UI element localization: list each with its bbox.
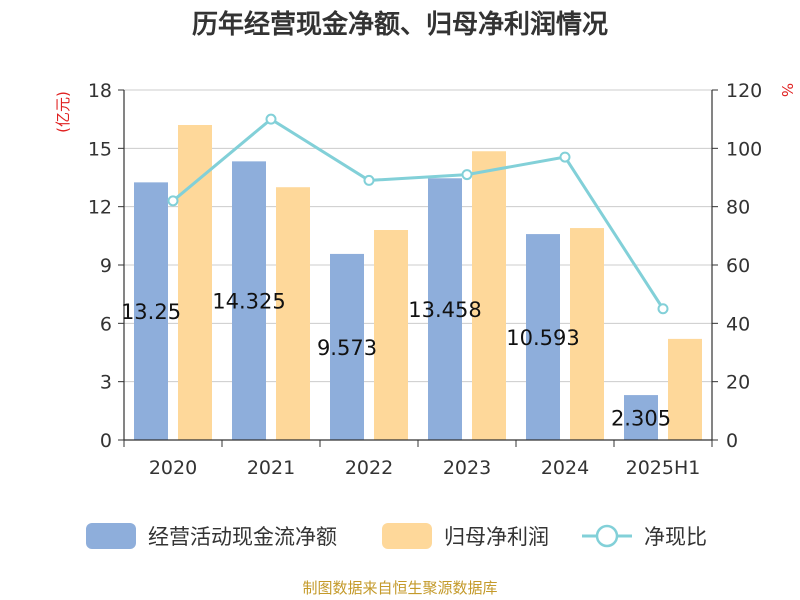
right-tick-label: 60 — [726, 255, 750, 277]
bar-data-label: 13.458 — [408, 298, 481, 322]
bar-net-profit — [472, 151, 506, 440]
bar-cash-flow — [428, 178, 462, 440]
right-tick-label: 40 — [726, 313, 750, 335]
legend: 经营活动现金流净额 归母净利润 净现比 — [86, 523, 707, 549]
x-tick-label: 2024 — [541, 457, 589, 479]
bar-net-profit — [570, 228, 604, 440]
data-labels: 13.25 14.325 9.573 13.458 10.593 2.305 — [121, 290, 671, 431]
right-tick-label: 80 — [726, 197, 750, 219]
legend-swatch — [382, 523, 432, 549]
bar-net-profit — [178, 125, 212, 440]
left-tick-label: 3 — [100, 372, 112, 394]
legend-marker — [595, 524, 619, 548]
legend-label: 净现比 — [644, 525, 707, 549]
bar-cash-flow — [526, 234, 560, 440]
left-tick-label: 12 — [88, 197, 112, 219]
axes: 0 3 6 9 12 15 18 0 20 40 60 80 100 120 (亿元)% 2020 2021 20… — [54, 80, 796, 479]
left-tick-label: 0 — [100, 430, 112, 452]
chart-title: 历年经营现金净额、归母净利润情况 — [191, 10, 608, 40]
grid-lines — [124, 89, 712, 383]
x-tick-label: 2025H1 — [626, 457, 701, 479]
left-tick-label: 15 — [88, 138, 112, 160]
bar-net-profit — [668, 338, 702, 440]
bar-net-profit — [276, 187, 310, 440]
bar-data-label: 10.593 — [506, 326, 579, 350]
source-note: 制图数据来自恒生聚源数据库 — [302, 579, 498, 597]
ratio-line-path — [172, 117, 665, 310]
bar-net-profit — [374, 230, 408, 440]
ratio-line — [167, 113, 669, 315]
right-axis-unit: % — [778, 83, 796, 97]
bar-cash-flow — [232, 161, 266, 440]
x-tick-label: 2023 — [443, 457, 491, 479]
bar-data-label: 9.573 — [317, 336, 377, 360]
ratio-point — [559, 151, 571, 163]
left-tick-label: 18 — [88, 80, 112, 102]
right-tick-label: 100 — [726, 138, 762, 160]
ratio-point — [363, 174, 375, 186]
bar-data-label: 14.325 — [212, 290, 285, 314]
x-tick-label: 2022 — [345, 457, 393, 479]
ratio-point — [461, 169, 473, 181]
x-tick-label: 2020 — [149, 457, 197, 479]
bars — [134, 125, 702, 440]
bar-cash-flow — [624, 395, 658, 440]
legend-label: 经营活动现金流净额 — [148, 525, 337, 549]
right-tick-label: 120 — [726, 80, 762, 102]
ratio-point — [657, 303, 669, 315]
bar-cash-flow — [330, 253, 364, 440]
ratio-point — [167, 195, 179, 207]
left-axis-unit: (亿元) — [54, 91, 72, 133]
legend-swatch — [86, 523, 136, 549]
right-tick-label: 20 — [726, 372, 750, 394]
bar-data-label: 2.305 — [611, 407, 671, 431]
bar-cash-flow — [134, 182, 168, 440]
bar-data-label: 13.25 — [121, 300, 181, 324]
left-tick-label: 9 — [100, 255, 112, 277]
x-tick-label: 2021 — [247, 457, 295, 479]
right-tick-label: 0 — [726, 430, 738, 452]
ratio-point — [265, 113, 277, 125]
left-tick-label: 6 — [100, 313, 112, 335]
legend-label: 归母净利润 — [444, 525, 549, 549]
